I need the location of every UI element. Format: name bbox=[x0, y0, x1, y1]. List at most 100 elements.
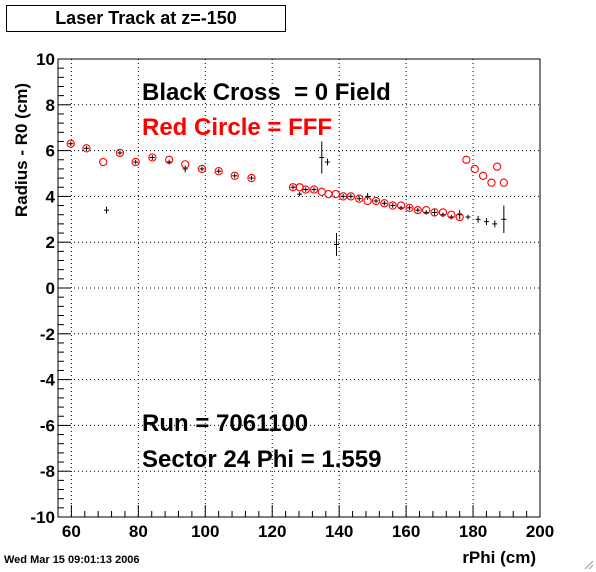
black-cross-point bbox=[492, 220, 498, 228]
y-tick-label: 8 bbox=[46, 96, 55, 115]
red-circle-point bbox=[247, 173, 256, 183]
red-circle-point bbox=[462, 155, 471, 164]
black-cross-point bbox=[483, 218, 489, 226]
black-cross-point bbox=[297, 191, 303, 197]
black-cross-point bbox=[290, 184, 296, 190]
black-cross-point bbox=[390, 203, 396, 208]
black-cross-point bbox=[457, 210, 463, 220]
black-cross-point bbox=[406, 205, 412, 211]
red-circle-point bbox=[181, 160, 190, 169]
legend-red-circle: Red Circle = FFF bbox=[142, 114, 333, 141]
red-circle-series bbox=[66, 139, 508, 222]
x-axis-label: rPhi (cm) bbox=[462, 548, 536, 567]
red-circle-point bbox=[499, 178, 508, 187]
y-tick-label: -10 bbox=[30, 508, 55, 527]
black-cross-point bbox=[133, 159, 139, 165]
x-tick-label: 160 bbox=[392, 522, 420, 541]
red-circle-point bbox=[355, 194, 364, 203]
black-cross-point bbox=[303, 187, 309, 192]
red-circle-point bbox=[214, 167, 223, 176]
red-circle-point bbox=[363, 196, 372, 206]
black-cross-point bbox=[340, 194, 346, 199]
red-circle-point bbox=[396, 201, 406, 210]
y-tick-label: 4 bbox=[46, 187, 56, 206]
x-tick-label: 180 bbox=[459, 522, 487, 541]
red-circle-point bbox=[478, 171, 488, 180]
black-cross-point bbox=[104, 206, 110, 214]
red-circle-point bbox=[493, 162, 502, 171]
y-tick-label: 0 bbox=[46, 279, 55, 298]
x-tick-label: 100 bbox=[191, 522, 219, 541]
red-circle-point bbox=[487, 178, 496, 187]
red-circle-point bbox=[371, 196, 381, 206]
y-tick-label: -4 bbox=[40, 371, 56, 390]
black-cross-point bbox=[68, 141, 74, 147]
red-circle-point bbox=[331, 189, 340, 199]
resize-handle-icon[interactable] bbox=[584, 560, 594, 570]
red-circle-point bbox=[99, 157, 108, 167]
legend-black-cross: Black Cross = 0 Field bbox=[142, 79, 391, 106]
red-circle-point bbox=[197, 164, 207, 174]
red-circle-point bbox=[430, 208, 439, 217]
red-circle-point bbox=[230, 171, 239, 180]
red-circle-point bbox=[447, 210, 456, 219]
red-circle-point bbox=[148, 153, 157, 162]
red-circle-point bbox=[66, 139, 75, 148]
red-circle-point bbox=[388, 201, 397, 210]
red-circle-point bbox=[470, 164, 479, 174]
sector-label: Sector 24 Phi = 1.559 bbox=[142, 446, 382, 473]
black-cross-point bbox=[381, 200, 387, 206]
x-tick-label: 120 bbox=[258, 522, 286, 541]
red-circle-point bbox=[131, 157, 140, 167]
black-cross-point bbox=[182, 165, 188, 173]
red-circle-point bbox=[301, 185, 310, 194]
y-tick-label: -8 bbox=[40, 462, 55, 481]
x-tick-label: 80 bbox=[129, 522, 148, 541]
black-cross-point bbox=[348, 194, 354, 199]
black-cross-point bbox=[365, 192, 371, 200]
red-circle-point bbox=[82, 144, 91, 153]
run-label: Run = 7061100 bbox=[142, 410, 309, 437]
y-tick-label: 10 bbox=[36, 50, 55, 69]
red-circle-point bbox=[422, 205, 431, 215]
red-circle-point bbox=[438, 208, 448, 217]
grid bbox=[58, 59, 540, 517]
black-cross-point bbox=[432, 208, 438, 216]
black-cross-point bbox=[324, 158, 330, 166]
black-cross-point bbox=[311, 187, 317, 192]
red-circle-point bbox=[455, 212, 464, 222]
black-cross-point bbox=[415, 207, 421, 213]
black-cross-point bbox=[117, 150, 123, 156]
y-axis-label: Radius - R0 (cm) bbox=[12, 83, 31, 217]
x-tick-label: 200 bbox=[526, 522, 554, 541]
black-cross-point bbox=[373, 198, 379, 204]
y-tick-label: 2 bbox=[46, 233, 55, 252]
x-tick-label: 60 bbox=[62, 522, 81, 541]
black-cross-point bbox=[319, 141, 325, 174]
red-circle-point bbox=[324, 189, 333, 199]
black-cross-point bbox=[232, 173, 238, 179]
red-circle-point bbox=[164, 155, 174, 164]
y-axis-ticks: -10 -8 -6 -4 -2 0 2 4 6 8 10 bbox=[30, 50, 70, 527]
red-circle-point bbox=[413, 205, 422, 215]
red-circle-point bbox=[309, 185, 319, 194]
red-circle-point bbox=[115, 148, 125, 158]
red-circle-point bbox=[405, 203, 414, 212]
black-cross-point bbox=[149, 155, 155, 160]
black-cross-point bbox=[216, 168, 222, 174]
y-tick-label: -6 bbox=[40, 416, 55, 435]
black-cross-point bbox=[475, 215, 481, 223]
x-axis-ticks: 60 80 100 120 140 160 180 200 bbox=[57, 505, 554, 541]
black-cross-point bbox=[248, 175, 254, 181]
red-circle-point bbox=[346, 192, 356, 201]
black-cross-point bbox=[465, 214, 471, 220]
red-circle-point bbox=[317, 187, 326, 196]
chart-title: Laser Track at z=-150 bbox=[6, 5, 286, 32]
black-cross-point bbox=[83, 146, 89, 151]
y-tick-label: -2 bbox=[40, 325, 55, 344]
black-cross-point bbox=[501, 205, 507, 234]
black-cross-point bbox=[333, 233, 339, 256]
black-cross-point bbox=[356, 196, 362, 201]
footer-timestamp: Wed Mar 15 09:01:13 2006 bbox=[4, 554, 140, 566]
black-cross-point bbox=[199, 166, 205, 172]
